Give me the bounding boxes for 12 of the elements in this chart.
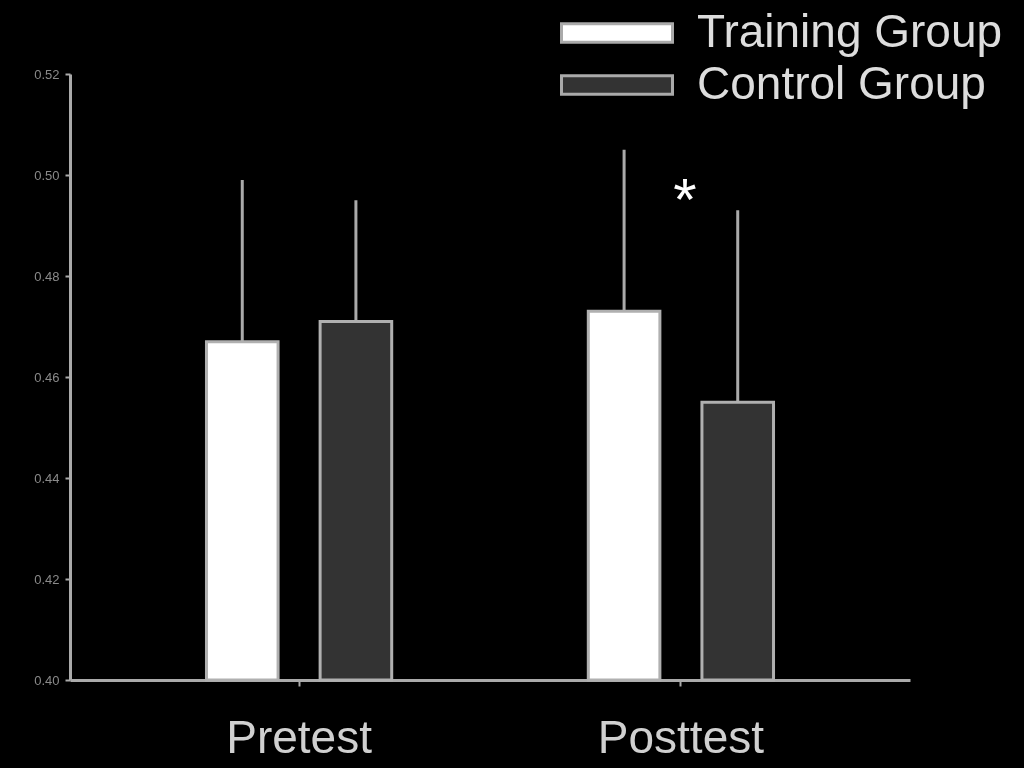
y-tick-label: 0.52	[34, 66, 60, 82]
y-tick-label: 0.46	[34, 369, 60, 385]
y-tick-label: 0.40	[34, 672, 60, 688]
legend-label: Control Group	[697, 57, 986, 109]
x-tick-label: Posttest	[597, 710, 765, 763]
y-tick-label: 0.42	[34, 571, 60, 587]
x-tick-label: Pretest	[226, 710, 373, 763]
y-tick-label: 0.50	[34, 167, 60, 183]
legend-label: Training Group	[697, 5, 1003, 57]
y-tick-label: 0.48	[34, 268, 60, 284]
annotation: *	[673, 166, 697, 233]
y-tick-label: 0.44	[34, 470, 60, 486]
